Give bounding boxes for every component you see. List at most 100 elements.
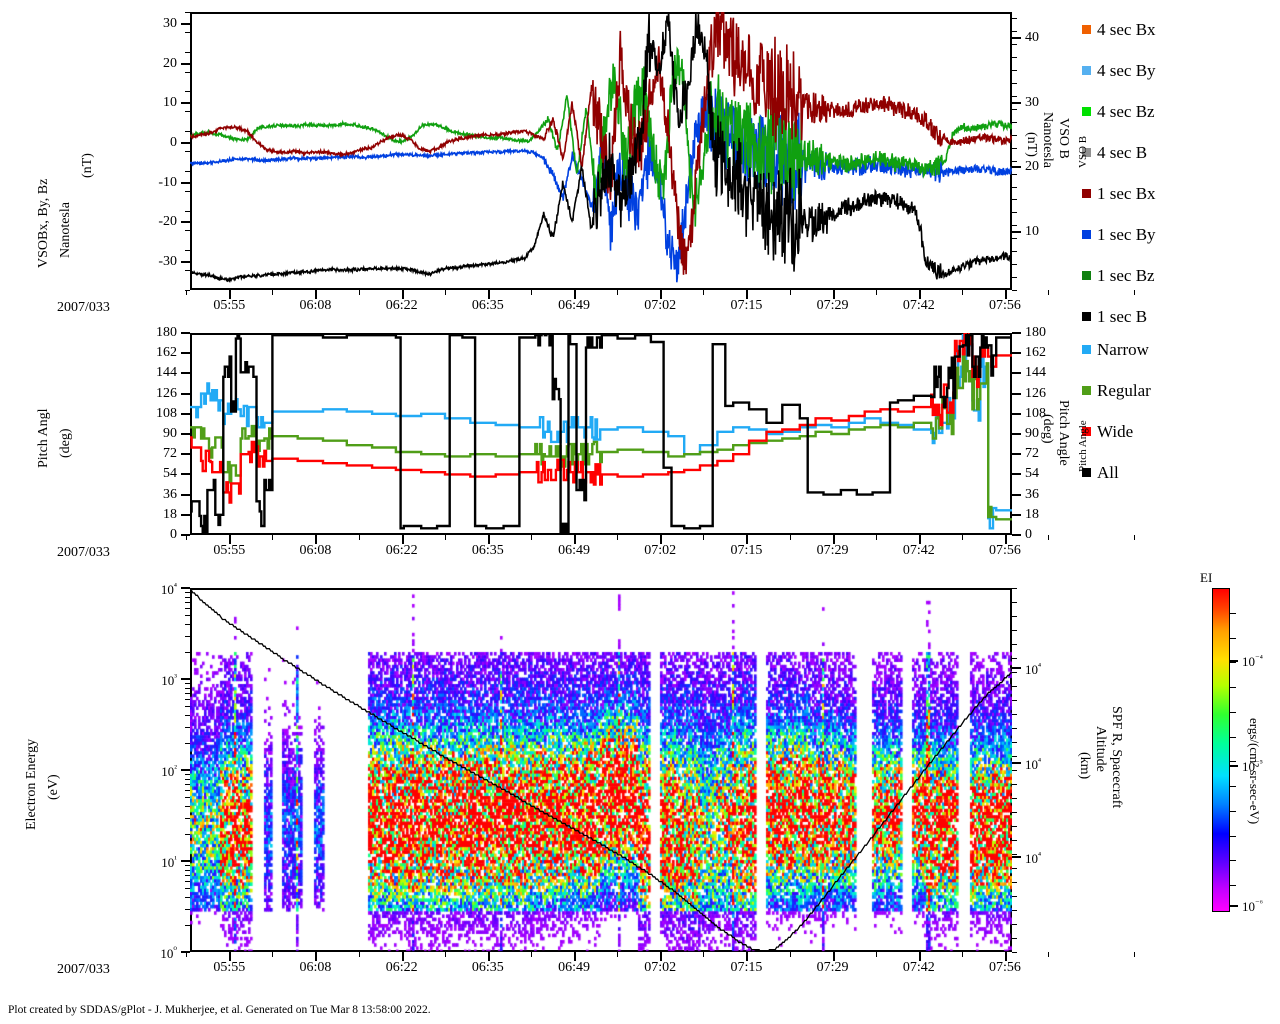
legend-item[interactable]: 4 sec Bz xyxy=(1082,103,1155,120)
y-tick-minor xyxy=(185,651,190,653)
colorbar-tick-label: 10⁻⁶ xyxy=(1242,897,1263,915)
legend-swatch-icon xyxy=(1082,426,1091,436)
y-tick-label: 18 xyxy=(1025,506,1039,522)
y-tick-major xyxy=(181,102,190,105)
y-tick-label: 0 xyxy=(170,135,177,151)
x-tick-label: 05:55 xyxy=(213,543,246,558)
x-tick-major xyxy=(229,535,232,544)
y-tick-major xyxy=(181,678,190,680)
x-tick-minor xyxy=(875,952,877,957)
y-tick-minor xyxy=(185,12,190,13)
x-tick-major xyxy=(401,290,404,299)
y-tick-major xyxy=(1012,412,1021,415)
y-tick-label: 126 xyxy=(156,385,177,401)
y-tick-label: 30 xyxy=(163,15,177,31)
legend-item[interactable]: All xyxy=(1082,462,1119,482)
y-tick-major xyxy=(181,372,190,375)
y-tick-minor xyxy=(1012,212,1017,214)
panel-3-ylabel-right-line3: (km) xyxy=(1077,752,1092,780)
y-tick-minor xyxy=(1012,798,1017,799)
legend-item[interactable]: 4 sec By xyxy=(1082,62,1156,79)
colorbar-tick-minor xyxy=(1230,885,1236,887)
y-tick-major xyxy=(1012,230,1021,233)
legend-item[interactable]: Regular xyxy=(1082,382,1151,399)
legend-item[interactable]: Narrow xyxy=(1082,341,1149,358)
y-tick-minor xyxy=(1012,924,1017,925)
legend-item[interactable]: 4 sec Bx xyxy=(1082,21,1156,38)
x-tick-major xyxy=(487,535,490,544)
y-tick-minor xyxy=(1012,108,1017,110)
y-tick-minor xyxy=(185,784,190,786)
x-tick-major xyxy=(832,952,835,961)
y-tick-label: 36 xyxy=(1025,486,1039,502)
y-tick-minor xyxy=(1012,18,1017,20)
y-tick-major xyxy=(181,473,190,476)
y-tick-label: 0 xyxy=(1025,527,1032,542)
x-tick-minor xyxy=(272,535,274,540)
y-tick-minor xyxy=(1012,672,1017,673)
x-tick-label: 07:29 xyxy=(816,960,849,975)
y-tick-minor xyxy=(1012,826,1017,827)
legend-item-label: All xyxy=(1097,462,1119,482)
colorbar-tick-minor xyxy=(1230,711,1236,713)
y-tick-minor xyxy=(185,683,190,685)
y-tick-minor xyxy=(1012,854,1017,855)
legend-swatch-icon xyxy=(1082,106,1091,116)
y-tick-label: 10¹ xyxy=(161,853,177,871)
x-tick-minor xyxy=(789,952,791,957)
y-tick-minor xyxy=(1012,121,1017,123)
panel-3-date-label: 2007/033 xyxy=(57,962,110,977)
legend-item[interactable]: 1 sec Bx xyxy=(1082,183,1156,203)
y-tick-major xyxy=(1012,761,1021,764)
panel-2-ylabel-line2: (deg) xyxy=(58,428,73,458)
y-tick-minor xyxy=(185,875,190,877)
electron-spectrogram-image xyxy=(190,588,1012,952)
legend-item[interactable]: 1 sec Bz xyxy=(1082,265,1155,285)
colorbar-tick-minor xyxy=(1230,860,1236,862)
colorbar-tick-minor xyxy=(1230,810,1236,812)
y-tick-major xyxy=(1012,392,1021,395)
y-tick-label: 126 xyxy=(1025,385,1046,401)
y-tick-minor xyxy=(1012,96,1017,98)
y-tick-minor xyxy=(185,699,190,701)
y-tick-minor xyxy=(1012,812,1017,813)
legend-item[interactable]: 4 sec B xyxy=(1082,144,1147,161)
colorbar-tick-minor xyxy=(1230,786,1236,788)
y-tick-minor xyxy=(1012,186,1017,188)
y-tick-minor xyxy=(1012,644,1017,645)
y-tick-label: 30 xyxy=(1025,94,1039,110)
y-tick-minor xyxy=(185,897,190,899)
legend-swatch-icon xyxy=(1082,385,1091,395)
y-tick-major xyxy=(181,453,190,456)
y-tick-minor xyxy=(185,888,190,890)
x-tick-major xyxy=(487,952,490,961)
x-tick-minor xyxy=(272,952,274,957)
y-tick-minor xyxy=(185,774,190,776)
legend-group-title-pitch-angle: Pitch Angle xyxy=(1077,420,1089,472)
y-tick-minor xyxy=(185,91,190,93)
panel-2-ylabel-right-line2: (deg) xyxy=(1040,414,1055,444)
x-tick-major xyxy=(487,290,490,299)
x-tick-label: 06:22 xyxy=(385,543,418,558)
x-tick-minor xyxy=(789,290,791,295)
x-tick-minor xyxy=(1134,952,1136,957)
x-tick-major xyxy=(229,290,232,299)
y-tick-minor xyxy=(185,865,190,867)
legend-item-label: 1 sec Bz xyxy=(1097,265,1155,285)
y-tick-minor xyxy=(1012,238,1017,240)
y-tick-minor xyxy=(185,71,190,73)
legend-item-label: 1 sec Bx xyxy=(1097,183,1156,203)
x-tick-label: 07:42 xyxy=(902,960,935,975)
y-tick-minor xyxy=(1012,160,1017,162)
legend-item[interactable]: 1 sec By xyxy=(1082,226,1156,243)
colorbar-tick-minor xyxy=(1230,637,1236,639)
legend-item[interactable]: Wide xyxy=(1082,423,1133,440)
colorbar-tick-minor xyxy=(1230,761,1236,763)
y-tick-label: 10 xyxy=(163,95,177,111)
panel-1-ylabel-line1: VSOBx, By, Bz xyxy=(36,178,51,268)
y-tick-major xyxy=(181,62,190,65)
x-tick-minor xyxy=(1134,290,1136,295)
legend-item[interactable]: 1 sec B xyxy=(1082,308,1147,325)
x-tick-minor xyxy=(617,290,619,295)
figure-caption: Plot created by SDDAS/gPlot - J. Mukherj… xyxy=(8,1004,431,1016)
